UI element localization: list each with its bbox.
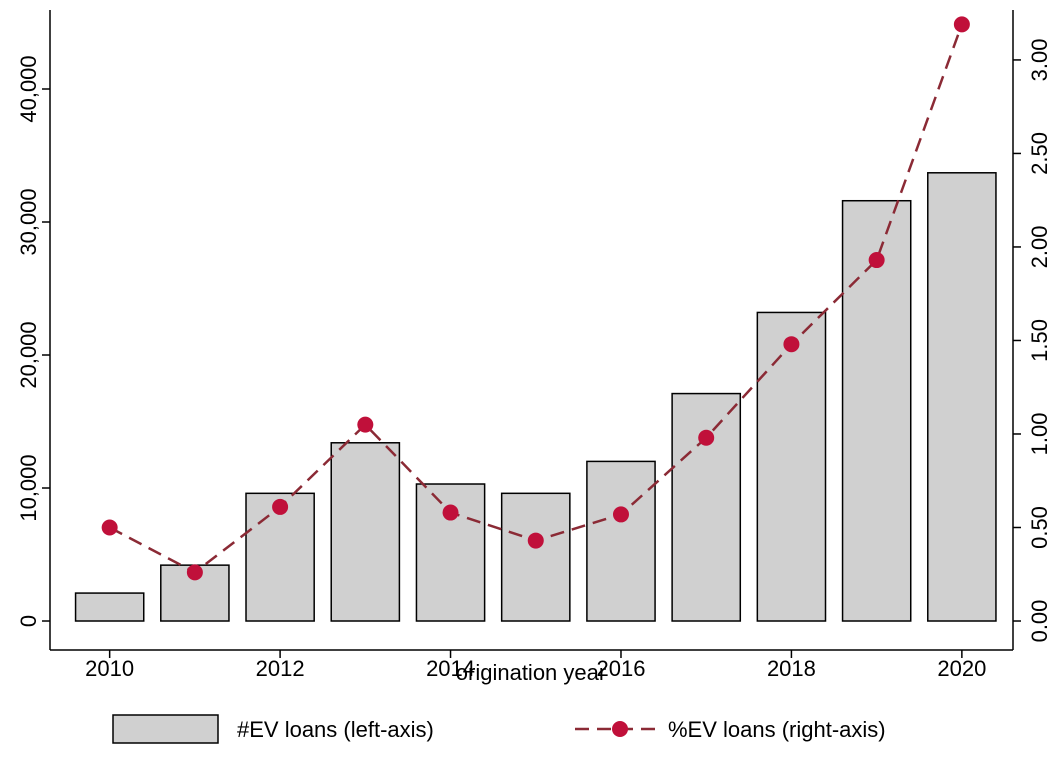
x-tick-label: 2018 [767, 656, 816, 681]
bar [841, 199, 912, 622]
y2-tick-label: 3.00 [1027, 39, 1052, 82]
point [612, 506, 629, 523]
bar [671, 392, 742, 622]
x-tick-label: 2014 [426, 656, 475, 681]
y-tick-label: 40,000 [16, 55, 41, 122]
y-tick-label: 10,000 [16, 454, 41, 521]
y2-tick-label: 2.50 [1027, 132, 1052, 175]
y2-tick-label: 1.50 [1027, 319, 1052, 362]
bar [330, 442, 401, 622]
bar [74, 592, 145, 622]
y2-tick-label: 0.00 [1027, 600, 1052, 643]
legend-label: #EV loans (left-axis) [237, 717, 434, 742]
legend-label: %EV loans (right-axis) [668, 717, 886, 742]
point [698, 429, 715, 446]
bar [500, 492, 571, 622]
point [953, 16, 970, 33]
point [783, 336, 800, 353]
bar [756, 311, 827, 622]
point [527, 532, 544, 549]
point [101, 519, 118, 536]
legend-marker [612, 721, 628, 737]
y2-tick-label: 1.00 [1027, 413, 1052, 456]
point [272, 498, 289, 515]
point [186, 564, 203, 581]
line [109, 23, 964, 574]
x-tick-label: 2020 [937, 656, 986, 681]
x-axis-title: origination year [456, 660, 606, 685]
legend-swatch [112, 714, 219, 744]
y-tick-label: 30,000 [16, 188, 41, 255]
y2-tick-label: 2.00 [1027, 226, 1052, 269]
bar [586, 460, 656, 622]
point [442, 504, 459, 521]
x-tick-label: 2012 [256, 656, 305, 681]
y-tick-label: 20,000 [16, 321, 41, 388]
point [357, 416, 374, 433]
bar [927, 172, 997, 622]
x-tick-label: 2010 [85, 656, 134, 681]
y-tick-label: 0 [16, 615, 41, 627]
y2-tick-label: 0.50 [1027, 506, 1052, 549]
point [868, 252, 885, 269]
x-tick-label: 2016 [597, 656, 646, 681]
